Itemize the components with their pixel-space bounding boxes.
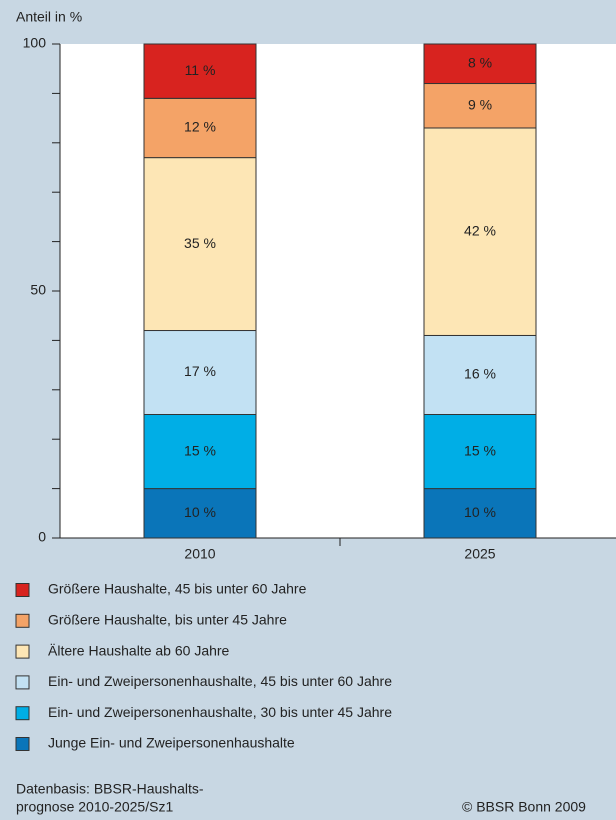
bar-segment (423, 127, 537, 336)
x-tick-label: 2010 (184, 546, 215, 562)
source: Datenbasis: BBSR-Haushalts- (16, 781, 204, 797)
legend-label: Ältere Haushalte ab 60 Jahre (48, 642, 230, 658)
bar-segment (143, 157, 257, 332)
value-label: 17 % (184, 363, 216, 379)
value-label: 16 % (464, 366, 496, 382)
value-label: 10 % (184, 504, 216, 520)
y-tick-label: 100 (23, 35, 47, 51)
bar-segment (423, 43, 537, 85)
legend-swatch (15, 706, 30, 721)
legend-swatch (15, 583, 30, 597)
bar-segment (143, 330, 257, 415)
source: prognose 2010-2025/Sz1 (16, 799, 173, 815)
legend-swatch (15, 737, 30, 751)
value-label: 9 % (468, 96, 492, 112)
value-label: 35 % (184, 235, 216, 251)
bar-segment (143, 488, 257, 539)
bar-segment (143, 97, 257, 159)
legend-label: Junge Ein- und Zweipersonenhaushalte (48, 735, 295, 751)
copyright: © BBSR Bonn 2009 (462, 799, 586, 815)
x-tick-label: 2025 (464, 546, 495, 562)
value-label: 15 % (184, 442, 216, 458)
bar-segment (143, 43, 257, 99)
legend-label: Ein- und Zweipersonenhaushalte, 45 bis u… (48, 673, 392, 689)
value-label: 10 % (464, 504, 496, 520)
legend-swatch (15, 613, 30, 628)
legend-label: Größere Haushalte, 45 bis unter 60 Jahre (48, 581, 307, 597)
value-label: 12 % (184, 119, 216, 135)
value-label: 42 % (464, 222, 496, 238)
legend-label: Ein- und Zweipersonenhaushalte, 30 bis u… (48, 704, 392, 720)
value-label: 15 % (464, 442, 496, 458)
y-tick-label: 50 (30, 282, 46, 298)
value-label: 8 % (468, 54, 492, 70)
legend-swatch (15, 675, 30, 690)
bar-segment (143, 414, 257, 490)
value-label: 11 % (185, 62, 216, 78)
y-tick-label: 0 (38, 529, 46, 545)
bar-segment (423, 414, 537, 490)
legend-label: Größere Haushalte, bis unter 45 Jahre (48, 612, 287, 628)
legend-swatch (15, 644, 30, 659)
y-axis-label: Anteil in % (16, 9, 82, 25)
bar-segment (423, 334, 537, 415)
